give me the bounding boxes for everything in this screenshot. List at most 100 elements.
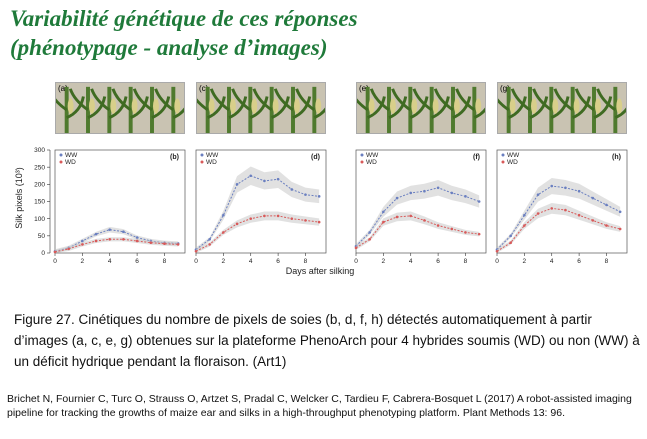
maize-leaf	[56, 98, 68, 112]
data-point-ww	[591, 196, 595, 200]
maize-ear	[272, 98, 279, 114]
bibliographic-reference: Brichet N, Fournier C, Turc O, Strauss O…	[7, 393, 632, 419]
confidence-band	[55, 226, 179, 253]
maize-leaf	[209, 88, 230, 112]
maize-leaf	[433, 88, 454, 112]
data-point-ww	[208, 237, 211, 241]
x-tick-label: 6	[135, 258, 139, 265]
maize-leaf	[130, 96, 149, 119]
data-point-wd	[354, 246, 358, 250]
data-point-ww	[290, 188, 294, 191]
x-tick-label: 4	[108, 258, 112, 265]
maize-stem	[365, 86, 370, 133]
maize-leaf	[409, 96, 429, 119]
legend-marker	[59, 153, 63, 157]
maize-leaf	[553, 88, 574, 112]
series-line-wd	[355, 215, 480, 249]
data-point-wd	[509, 241, 512, 244]
maize-plants-graphic	[197, 86, 325, 133]
maize-stem	[248, 86, 253, 133]
x-tick-label: 8	[605, 258, 609, 265]
x-tick-label: 4	[249, 258, 253, 265]
maize-ear	[251, 98, 258, 114]
silk-pixel-charts: Silk pixels (10³) Days after silking 0 50…	[14, 147, 628, 276]
series-line-wd	[496, 207, 621, 252]
maize-image-strip-g: (g)	[497, 82, 627, 134]
data-point-ww	[94, 232, 98, 236]
legend-entry: WW	[65, 152, 78, 159]
x-tick-label: 0	[53, 258, 57, 265]
maize-leaf	[529, 96, 549, 119]
maize-ear	[432, 98, 439, 114]
data-point-wd	[317, 220, 321, 224]
y-tick-label: 100	[34, 216, 45, 223]
maize-ear	[411, 98, 418, 114]
data-point-wd	[149, 241, 153, 244]
panel-label: (d)	[311, 154, 320, 161]
data-point-wd	[477, 232, 481, 236]
data-point-wd	[304, 219, 307, 222]
maize-ear	[594, 98, 601, 114]
data-point-ww	[477, 200, 481, 203]
data-point-wd	[176, 243, 180, 246]
maize-stem	[387, 86, 391, 133]
x-tick-label: 4	[550, 258, 554, 265]
maize-leaf	[388, 96, 408, 119]
maize-leaf	[367, 96, 386, 119]
data-point-ww	[249, 174, 253, 178]
data-point-wd	[290, 217, 294, 220]
maize-leaf	[313, 107, 325, 119]
data-point-wd	[249, 217, 253, 220]
data-point-ww	[618, 210, 622, 214]
maize-leaf	[271, 96, 290, 119]
legend-marker	[59, 160, 63, 164]
maize-stem	[86, 86, 90, 133]
maize-ear	[573, 98, 580, 114]
data-point-wd	[194, 249, 198, 253]
data-point-ww	[564, 186, 567, 190]
legend-entry: WW	[507, 152, 520, 159]
data-point-ww	[235, 183, 239, 186]
maize-ear	[88, 98, 95, 114]
maize-leaf	[231, 88, 252, 112]
maize-ear	[475, 98, 482, 114]
maize-leaf	[197, 98, 209, 112]
data-point-ww	[464, 195, 467, 198]
x-axis-label: Days after silking	[286, 266, 355, 276]
maize-leaf	[455, 88, 476, 112]
x-tick-label: 2	[81, 258, 85, 265]
data-point-ww	[509, 234, 512, 238]
maize-stem	[506, 86, 511, 133]
data-point-ww	[304, 193, 307, 196]
data-point-ww	[317, 195, 321, 198]
series-line-ww	[355, 187, 480, 247]
series-line-ww	[195, 175, 320, 250]
data-point-wd	[409, 214, 413, 218]
maize-stem	[592, 86, 596, 133]
maize-leaf	[574, 88, 595, 112]
legend-marker	[200, 160, 204, 164]
maize-stem	[269, 86, 274, 133]
maize-leaf	[172, 107, 184, 119]
maize-leaf	[87, 96, 107, 119]
maize-leaf	[154, 88, 175, 112]
maize-stem	[528, 86, 532, 133]
maize-leaf	[273, 88, 294, 112]
series-line-wd	[54, 238, 179, 253]
legend-entry: WD	[65, 159, 76, 166]
legend-marker	[360, 153, 364, 157]
legend-entry: WD	[507, 159, 518, 166]
maize-leaf	[249, 96, 269, 119]
x-tick-label: 2	[523, 258, 527, 265]
maize-leaf	[207, 96, 226, 119]
data-point-wd	[550, 207, 554, 210]
maize-leaf	[572, 96, 591, 119]
data-point-wd	[81, 243, 84, 246]
maize-image-strip-c: (c)	[196, 82, 326, 134]
x-tick-label: 0	[194, 258, 198, 265]
confidence-band	[497, 203, 621, 253]
maize-ear	[453, 98, 460, 114]
maize-stem	[429, 86, 434, 133]
